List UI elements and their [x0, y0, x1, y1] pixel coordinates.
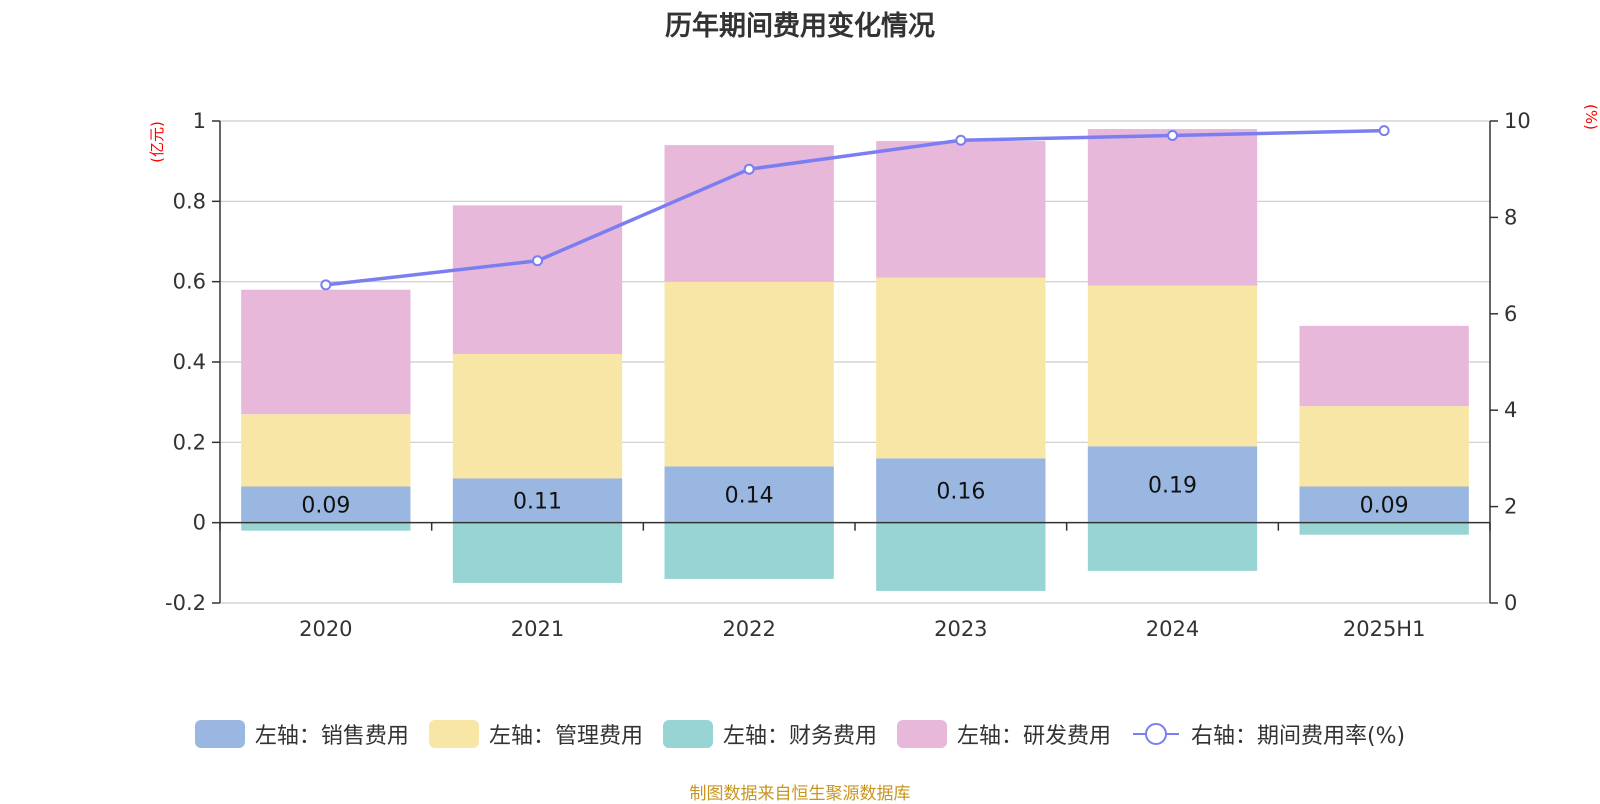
rate-point [532, 255, 543, 267]
bar-segment [241, 414, 411, 487]
rate-point [1378, 125, 1390, 137]
rate-point [955, 134, 967, 146]
bar-segment [1299, 325, 1469, 407]
category-label: 2024 [1146, 617, 1199, 641]
legend: 左轴：销售费用 左轴：管理费用 左轴：财务费用 左轴：研发费用 右轴：期间费用率(%) [0, 718, 1600, 750]
bar-segment [876, 458, 1046, 523]
bar-segment [664, 466, 834, 523]
category-label: 2025H1 [1343, 617, 1426, 641]
bar-segment [876, 141, 1046, 278]
legend-line-icon [1132, 723, 1179, 745]
legend-label: 左轴：财务费用 [722, 724, 877, 749]
left-tick-label: 0.2 [173, 430, 206, 454]
legend-label: 右轴：期间费用率(%) [1190, 724, 1406, 749]
legend-item[interactable]: 右轴：期间费用率(%) [1131, 718, 1405, 750]
grid-lines [220, 120, 1490, 604]
right-axis-unit: (%) [1582, 104, 1600, 130]
legend-swatch [662, 720, 713, 748]
bar-data-label: 0.19 [1148, 474, 1197, 499]
left-tick-label: 0 [193, 511, 206, 535]
left-tick-label: 0.6 [173, 270, 206, 294]
left-tick-label: 0.8 [173, 189, 206, 213]
category-label: 2022 [722, 617, 775, 641]
bar-data-label: 0.16 [936, 480, 985, 505]
bar-data-label: 0.09 [301, 494, 350, 519]
bar-segment [452, 353, 623, 479]
bar-segment [241, 289, 411, 415]
left-tick-label: -0.2 [165, 591, 206, 615]
legend-item[interactable]: 左轴：销售费用 [194, 718, 409, 750]
bar-segment [1087, 522, 1258, 571]
bar-segment [241, 486, 411, 523]
bar-data-label: 0.09 [1360, 494, 1409, 519]
right-tick-label: 6 [1504, 302, 1517, 326]
rate-line [325, 128, 1385, 287]
rate-point [1167, 129, 1178, 141]
bar-segment [1087, 285, 1258, 447]
right-tick-label: 10 [1504, 109, 1531, 133]
bar-segment [876, 277, 1046, 459]
legend-swatch [428, 720, 479, 748]
category-label: 2023 [934, 617, 987, 641]
rate-line-layer [320, 125, 1390, 291]
legend-swatch [896, 720, 947, 748]
right-tick-label: 8 [1504, 205, 1517, 229]
bar-segment [241, 522, 411, 531]
legend-item[interactable]: 左轴：财务费用 [662, 718, 877, 750]
rate-point [743, 163, 755, 175]
bar-segment [664, 281, 834, 467]
category-label: 2021 [511, 617, 564, 641]
bar-segment [1087, 129, 1258, 286]
bar-segment [1299, 486, 1469, 523]
legend-item[interactable]: 左轴：研发费用 [896, 718, 1111, 750]
bar-segment [452, 522, 623, 583]
right-tick-label: 0 [1504, 591, 1517, 615]
chart-title: 历年期间费用变化情况 [665, 11, 935, 42]
data-label-layer: 0.09 0.11 0.14 0.16 0.19 0.09 [301, 474, 1408, 519]
bar-segment [1299, 406, 1469, 487]
legend-label: 左轴：管理费用 [488, 724, 643, 749]
bar-data-label: 0.11 [513, 490, 562, 515]
legend-label: 左轴：销售费用 [254, 724, 409, 749]
bar-segment [1087, 446, 1258, 523]
left-tick-label: 0.4 [173, 350, 206, 374]
bar-segment [1299, 522, 1469, 535]
right-tick-label: 2 [1504, 495, 1517, 519]
bar-segment [452, 205, 623, 354]
right-tick-label: 4 [1504, 398, 1517, 422]
rate-point [320, 279, 332, 291]
source-note: 制图数据来自恒生聚源数据库 [689, 784, 911, 804]
legend-swatch [194, 720, 245, 748]
bar-data-label: 0.14 [725, 484, 774, 509]
legend-item[interactable]: 左轴：管理费用 [428, 718, 643, 750]
bar-segment [452, 478, 623, 523]
left-axis-unit: (亿元) [148, 121, 166, 163]
bar-segment [664, 522, 834, 579]
bar-layer [241, 129, 1469, 591]
legend-label: 左轴：研发费用 [956, 724, 1111, 749]
bar-segment [876, 522, 1046, 591]
left-tick-label: 1 [193, 109, 206, 133]
category-label: 2020 [299, 617, 352, 641]
